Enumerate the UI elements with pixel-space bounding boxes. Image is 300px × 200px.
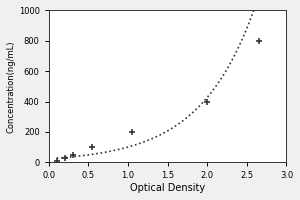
- X-axis label: Optical Density: Optical Density: [130, 183, 205, 193]
- Y-axis label: Concentration(ng/mL): Concentration(ng/mL): [7, 40, 16, 133]
